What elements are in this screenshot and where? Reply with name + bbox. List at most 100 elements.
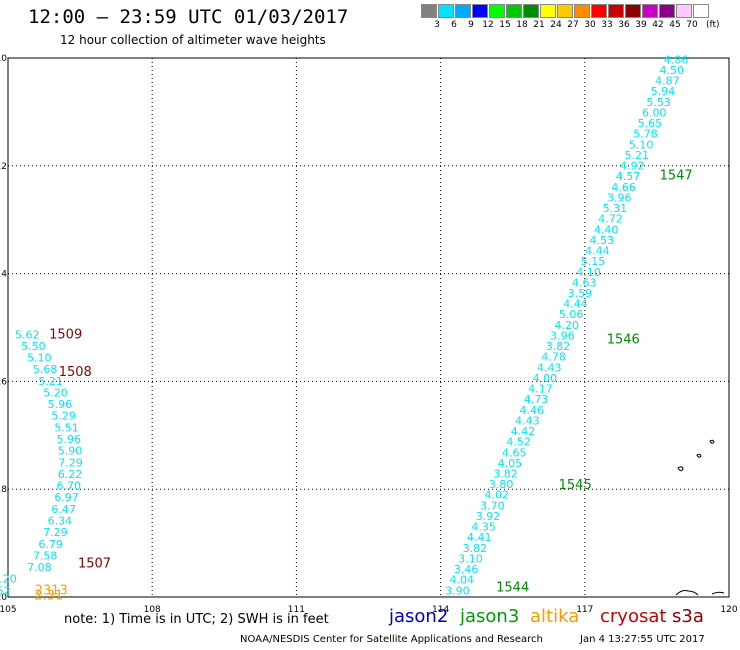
scale-swatch [676,4,692,18]
swh-value: 5.50 [21,340,46,353]
swh-value: 5.10 [27,352,52,365]
swh-value: 7.29 [58,456,83,469]
island-outline [696,453,702,458]
scale-label: 24 [550,20,562,30]
pass-number-label: 2313 [35,583,68,598]
scale-swatch [455,4,471,18]
swh-value: 4.42 [511,425,536,438]
lon-tick-label: 114 [432,605,449,615]
pass-number-label: 1509 [49,327,82,342]
swh-value: 5.53 [646,96,671,109]
scale-label: 27 [567,20,579,30]
swh-value: 4.04 [450,574,475,587]
scale-label: 39 [635,20,647,30]
swh-value: 3.70 [480,499,505,512]
legend-s3a: s3a [672,606,704,627]
swh-value: 3.80 [489,478,514,491]
swh-value: 6.52 [0,584,11,597]
swh-value: 5.20 [43,386,68,399]
scale-swatch [421,4,437,18]
swh-value: 5.96 [48,398,73,411]
swh-value: 4.63 [572,276,597,289]
swh-value: 5.10 [629,138,654,151]
lon-tick-label: 108 [144,605,161,615]
swh-value: 3.90 [445,584,470,597]
lat-tick-label: -16 [0,377,7,387]
lat-tick-label: -20 [0,593,7,603]
scale-label: 45 [669,20,681,30]
scale-swatch [472,4,488,18]
swh-value: 4.53 [590,234,615,247]
island-outline [677,466,684,472]
scale-swatch [591,4,607,18]
swh-value: 4.10 [576,266,601,279]
scale-label: 21 [533,20,545,30]
swh-value: 5.96 [56,433,81,446]
swh-value: 7.08 [27,561,52,574]
swh-value: 6.79 [38,538,63,551]
scale-swatch [540,4,556,18]
scale-swatch [489,4,505,18]
swh-value: 4.43 [537,361,562,374]
scale-swatch [523,4,539,18]
swh-value: 3.96 [550,329,575,342]
scale-swatch [642,4,658,18]
swh-value: 5.78 [633,128,658,141]
swh-value: 6.47 [51,503,76,516]
scale-swatch [438,4,454,18]
pass-number-label: 1508 [59,365,92,380]
swh-value: 2.31 [34,589,63,604]
swh-value: 4.52 [506,436,531,449]
swh-value: 6.22 [58,468,83,481]
swh-value: 5.90 [58,445,83,458]
swh-value: 7.58 [33,549,58,562]
scale-label: 70 [686,20,698,30]
scale-label: 12 [482,20,494,30]
swh-value: 4.20 [555,319,580,332]
generation-timestamp: Jan 4 13:27:55 UTC 2017 [580,634,705,645]
lat-tick-label: -10 [0,54,7,64]
swh-value: 4.73 [524,393,549,406]
swh-value: 3.96 [607,191,632,204]
swh-value: 6.34 [48,514,73,527]
swh-value: 4.46 [520,404,545,417]
pass-number-label: 1507 [78,556,111,571]
pass-number-label: 1544 [496,581,529,596]
swh-value: 3.92 [476,510,501,523]
swh-value: 4.41 [467,531,492,544]
scale-swatch [693,4,709,18]
scale-label: 36 [618,20,630,30]
lat-tick-label: -12 [0,162,7,172]
legend-jason2: jason2 [389,606,449,627]
swh-value: 4.78 [541,351,566,364]
lon-tick-label: 120 [720,605,737,615]
swh-value: 5.65 [638,117,663,130]
swh-value: 3.10 [458,552,483,565]
swh-value: 3.59 [568,287,593,300]
swh-value: 6.70 [56,480,81,493]
scale-swatch [574,4,590,18]
scale-swatch [506,4,522,18]
swh-value: 6.97 [54,491,79,504]
lon-tick-label: 111 [288,605,305,615]
legend-cryosat: cryosat [600,606,667,627]
pass-number-label: 1547 [660,168,693,183]
swh-value: 4.72 [598,213,623,226]
legend-altika: altika [530,606,580,627]
credit-line: NOAA/NESDIS Center for Satellite Applica… [240,634,543,645]
scale-label: 15 [499,20,511,30]
swh-value: 4.05 [498,457,523,470]
swh-value: 4.92 [620,160,645,173]
swh-value: 5.21 [38,375,63,388]
swh-value: 4.86 [664,53,689,66]
scale-label: 30 [584,20,596,30]
swh-value: 4.17 [528,383,553,396]
swh-value: 4.44 [585,245,610,258]
swh-value: 4.65 [502,446,527,459]
lon-tick-label: 117 [576,605,593,615]
swh-value: 6.20 [0,573,17,586]
swh-value: 5.29 [51,410,76,423]
map-frame [7,57,730,598]
swh-value: 4.02 [485,489,510,502]
